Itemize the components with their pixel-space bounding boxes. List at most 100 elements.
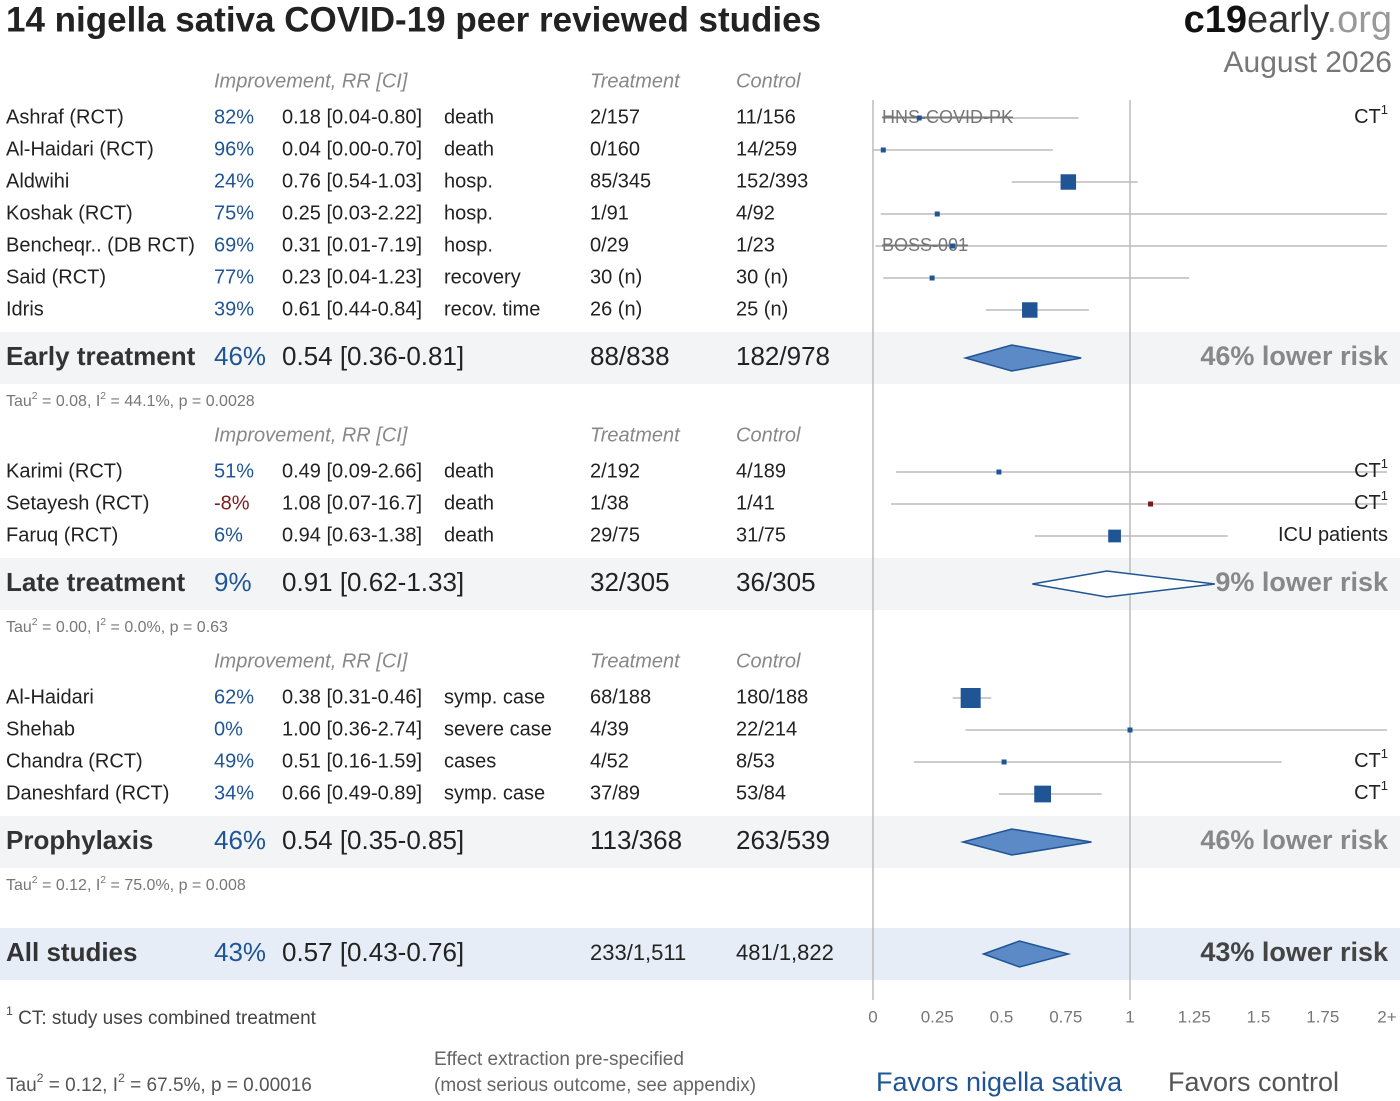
study-rr: 0.23 [0.04-1.23] [282,266,422,288]
study-improvement: 6% [214,524,243,546]
study-outcome: symp. case [444,686,545,708]
study-improvement: 62% [214,686,254,708]
study-control: 30 (n) [736,266,788,288]
study-control: 22/214 [736,718,797,740]
text-part: = 0.0%, p = 0.63 [106,619,228,636]
study-outcome: hosp. [444,170,493,192]
superscript: 1 [6,1004,13,1018]
summary-control: 36/305 [736,567,816,597]
x-tick-label: 1.5 [1247,1007,1271,1026]
risk-label: 9% lower risk [1215,567,1389,597]
x-tick-label: 0 [868,1007,877,1026]
study-rr: 0.31 [0.01-7.19] [282,234,422,256]
superscript: 2 [100,617,106,628]
summary-control: 481/1,822 [736,940,834,965]
study-name: Faruq (RCT) [6,524,118,546]
summary-diamond [962,344,1082,372]
study-treatment: 85/345 [590,170,651,192]
summary-rr: 0.91 [0.62-1.33] [282,567,464,597]
extraction-note: Effect extraction pre-specified [434,1049,684,1070]
study-square [960,688,981,708]
study-outcome: death [444,106,494,128]
study-note: CT1 [1354,456,1388,482]
study-name: Setayesh (RCT) [6,492,149,514]
study-treatment: 68/188 [590,686,651,708]
summary-rr: 0.54 [0.35-0.85] [282,825,464,855]
study-note: CT1 [1354,102,1388,128]
text-part: = 0.08, I [38,393,101,410]
favors-treatment: Favors nigella sativa [876,1067,1123,1097]
study-rr: 0.94 [0.63-1.38] [282,524,422,546]
study-treatment: 1/38 [590,492,629,514]
summary-band [0,332,1400,384]
trial-label: HNS-COVID-PK [882,107,1013,127]
summary-rr: 0.54 [0.36-0.81] [282,341,464,371]
summary-treatment: 113/368 [590,825,682,855]
x-tick-label: 2+ [1377,1007,1396,1026]
study-note: CT1 [1354,778,1388,804]
summary-improvement: 46% [214,341,266,371]
superscript: 1 [1381,778,1388,793]
heterogeneity: Tau2 = 0.08, I2 = 44.1%, p = 0.0028 [6,391,255,410]
study-improvement: -8% [214,492,250,514]
brand-part: c19 [1184,0,1247,41]
trial-label: BOSS-001 [882,235,968,255]
text-part: Tau [6,877,32,894]
text-part: CT [1354,460,1381,482]
date: August 2026 [1224,46,1392,79]
text-part: Tau [6,1075,37,1096]
summary-rr: 0.57 [0.43-0.76] [282,937,464,967]
study-treatment: 0/29 [590,234,629,256]
column-header: Improvement, RR [CI] [214,424,408,446]
heterogeneity: Tau2 = 0.12, I2 = 75.0%, p = 0.008 [6,875,246,894]
study-treatment: 30 (n) [590,266,642,288]
overall-heterogeneity: Tau2 = 0.12, I2 = 67.5%, p = 0.00016 [6,1071,312,1096]
study-outcome: death [444,492,494,514]
study-control: 180/188 [736,686,808,708]
summary-name: Prophylaxis [6,825,153,855]
study-name: Al-Haidari [6,686,94,708]
column-header: Treatment [590,650,681,672]
chart-title: 14 nigella sativa COVID-19 peer reviewed… [6,0,821,39]
superscript: 1 [1381,746,1388,761]
study-treatment: 29/75 [590,524,640,546]
study-square [1022,302,1038,318]
heterogeneity: Tau2 = 0.00, I2 = 0.0%, p = 0.63 [6,617,228,636]
column-header: Treatment [590,424,681,446]
x-tick-label: 0.5 [990,1007,1014,1026]
study-rr: 0.38 [0.31-0.46] [282,686,422,708]
study-outcome: hosp. [444,202,493,224]
study-note: CT1 [1354,488,1388,514]
study-name: Ashraf (RCT) [6,106,124,128]
study-control: 53/84 [736,782,786,804]
study-treatment: 26 (n) [590,298,642,320]
study-square [880,147,886,153]
study-name: Karimi (RCT) [6,460,123,482]
study-control: 25 (n) [736,298,788,320]
study-treatment: 2/157 [590,106,640,128]
study-rr: 0.76 [0.54-1.03] [282,170,422,192]
study-square [1060,174,1077,190]
study-rr: 0.61 [0.44-0.84] [282,298,422,320]
study-improvement: 96% [214,138,254,160]
text-part: CT: study uses combined treatment [13,1008,317,1029]
study-control: 152/393 [736,170,808,192]
study-note: CT1 [1354,746,1388,772]
study-square [950,243,956,249]
text-part: = 44.1%, p = 0.0028 [106,393,255,410]
text-part: CT [1354,750,1381,772]
study-square [1034,785,1051,803]
column-header: Improvement, RR [CI] [214,70,408,92]
study-rr: 0.04 [0.00-0.70] [282,138,422,160]
text-part: = 75.0%, p = 0.008 [106,877,246,894]
study-outcome: hosp. [444,234,493,256]
summary-improvement: 9% [214,567,252,597]
text-part: Tau [6,393,32,410]
superscript: 2 [100,875,106,886]
study-name: Aldwihi [6,170,69,192]
study-rr: 1.08 [0.07-16.7] [282,492,422,514]
study-square [1127,727,1133,733]
footnote: 1 CT: study uses combined treatment [6,1004,317,1029]
study-improvement: 49% [214,750,254,772]
